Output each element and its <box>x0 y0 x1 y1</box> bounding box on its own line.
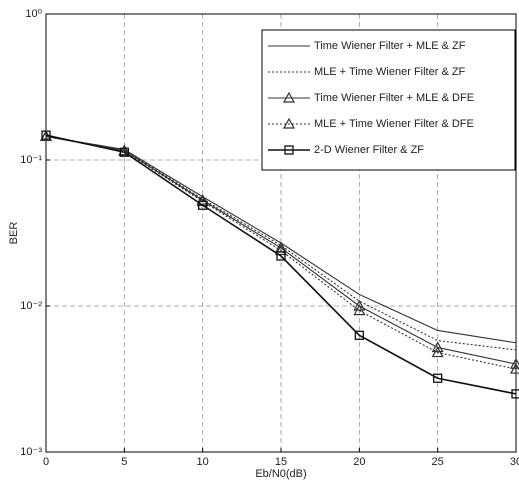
marker <box>354 330 364 340</box>
marker <box>433 373 443 383</box>
legend-marker <box>282 117 296 129</box>
marker <box>118 144 131 156</box>
x-axis-label: Eb/N0(dB) <box>255 468 306 480</box>
marker <box>119 147 129 157</box>
legend-label: 2-D Wiener Filter & ZF <box>314 144 424 156</box>
y-tick-label: 10⁻³ <box>20 446 42 458</box>
marker <box>198 200 208 210</box>
y-tick-label: 10⁻¹ <box>20 154 42 166</box>
x-tick-label: 5 <box>121 456 127 468</box>
marker <box>41 130 51 140</box>
plot-frame <box>45 13 517 453</box>
series-line <box>45 134 517 395</box>
legend: Time Wiener Filter + MLE & ZF MLE + Time … <box>261 29 516 171</box>
marker <box>276 251 286 261</box>
legend-box <box>261 29 516 171</box>
y-tick-label: 10⁰ <box>25 8 42 20</box>
y-axis-label: BER <box>8 222 20 245</box>
x-tick-label: 30 <box>510 456 519 468</box>
marker <box>511 389 519 399</box>
y-tick-label: 10⁻² <box>20 300 42 312</box>
legend-marker <box>284 145 294 155</box>
marker <box>431 341 444 353</box>
legend-label: Time Wiener Filter + MLE & ZF <box>314 40 466 52</box>
marker <box>353 304 366 316</box>
x-tick-label: 15 <box>275 456 287 468</box>
x-tick-label: 20 <box>353 456 365 468</box>
x-tick-label: 10 <box>197 456 209 468</box>
x-tick-label: 25 <box>432 456 444 468</box>
marker <box>353 299 366 311</box>
legend-label: Time Wiener Filter + MLE & DFE <box>314 92 474 104</box>
x-tick-label: 0 <box>43 456 49 468</box>
marker <box>431 346 444 358</box>
legend-label: MLE + Time Wiener Filter & DFE <box>314 118 474 130</box>
legend-marker <box>282 91 296 103</box>
legend-label: MLE + Time Wiener Filter & ZF <box>314 66 466 78</box>
marker <box>274 244 288 256</box>
series-line <box>45 135 517 370</box>
